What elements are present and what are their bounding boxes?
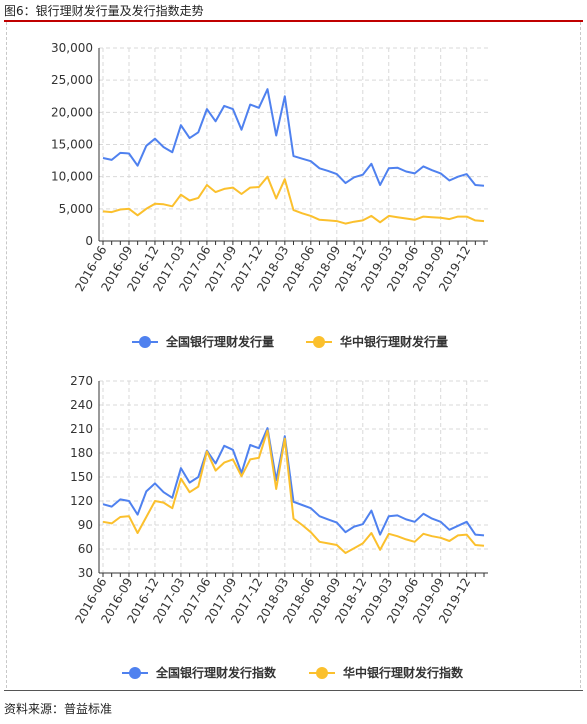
y-tick-label: 5,000 (59, 202, 93, 216)
legend-label: 全国银行理财发行量 (165, 334, 274, 349)
national-series-line (102, 427, 485, 537)
y-tick-label: 60 (78, 542, 93, 556)
central-series-line (102, 429, 485, 554)
y-tick-label: 270 (70, 374, 93, 388)
legend-label: 全国银行理财发行指数 (155, 665, 277, 680)
issuance-volume-chart: 05,00010,00015,00020,00025,00030,0002016… (51, 41, 488, 349)
y-tick-label: 120 (70, 494, 93, 508)
national-series-line (102, 88, 485, 187)
y-tick-label: 0 (85, 234, 93, 248)
legend-marker (313, 336, 325, 348)
y-tick-label: 15,000 (51, 138, 93, 152)
title-rule (4, 20, 583, 22)
y-tick-label: 30,000 (51, 41, 93, 55)
legend-marker (139, 336, 151, 348)
figure-title: 图6：银行理财发行量及发行指数走势 (4, 4, 204, 18)
legend-marker (316, 667, 328, 679)
y-tick-label: 150 (70, 470, 93, 484)
chart-frame (6, 22, 581, 688)
y-tick-label: 210 (70, 422, 93, 436)
y-tick-label: 90 (78, 518, 93, 532)
central-series-line (102, 175, 485, 225)
y-tick-label: 240 (70, 398, 93, 412)
legend-label: 华中银行理财发行量 (340, 334, 448, 349)
source-note: 资料来源：普益标准 (4, 702, 113, 716)
footer-rule (4, 690, 583, 691)
issuance-index-chart: 3060901201501802102402702016-062016-0920… (70, 374, 488, 680)
y-tick-label: 10,000 (51, 170, 93, 184)
y-tick-label: 180 (70, 446, 93, 460)
legend-marker (129, 667, 141, 679)
y-tick-label: 25,000 (51, 73, 93, 87)
legend-label: 华中银行理财发行指数 (343, 665, 464, 680)
y-tick-label: 20,000 (51, 105, 93, 119)
y-tick-label: 30 (78, 566, 93, 580)
